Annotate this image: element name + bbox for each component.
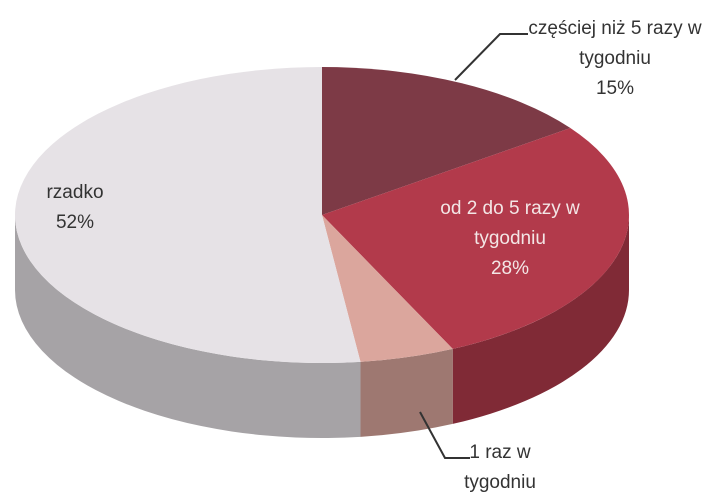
value-label: 52% [55,212,95,233]
category-label: 1 raz w tygodniu [464,442,536,493]
leader-line [419,411,470,459]
slice [322,128,630,349]
leader-line [454,33,528,81]
slice [322,67,571,215]
slice [15,67,361,363]
category-label: częściej niż 5 razy w tygodniu [528,18,702,69]
slice-label: od 2 do 5 razy w tygodniu 28% [405,194,615,284]
slice-label: rzadko 52% [20,178,130,238]
slice-label: częściej niż 5 razy w tygodniu 15% [520,14,710,104]
slice-side [15,215,361,439]
value-label: 15% [595,78,635,99]
slice-side [452,215,629,424]
category-label: rzadko [46,182,104,203]
category-label: od 2 do 5 razy w tygodniu [440,198,580,249]
value-label: 28% [490,258,530,279]
slice-side [360,348,453,437]
slice [322,215,453,362]
slice-label: 1 raz w tygodniu [440,438,560,498]
